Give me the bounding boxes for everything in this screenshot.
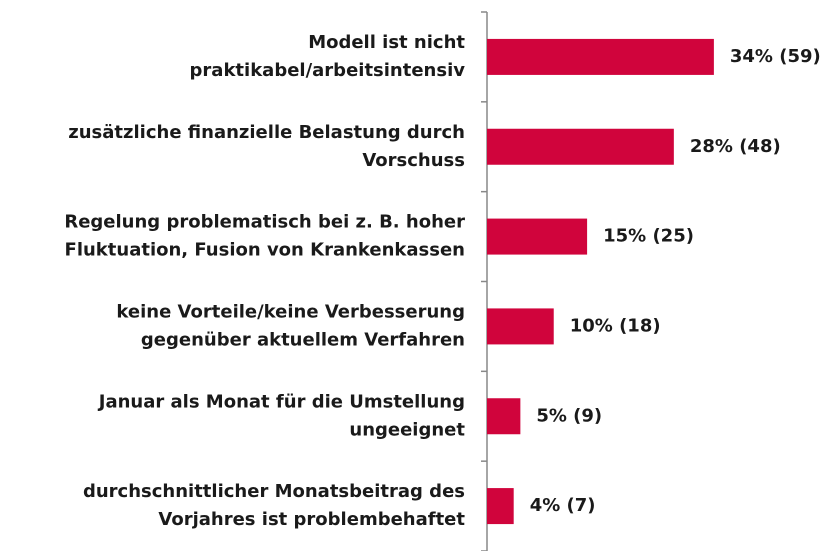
category-label-line: ungeeignet [349,419,465,440]
category-label-line: durchschnittlicher Monatsbeitrag des [83,481,465,502]
bar [487,398,521,435]
category-label: zusätzliche finanzielle Belastung durch V… [68,122,465,171]
value-label: 34% (59) [730,46,821,67]
category-label-line: keine Vorteile/keine Verbesserung [116,301,465,322]
category-label-line: Fluktuation, Fusion von Krankenkassen [65,240,465,261]
value-label: 4% (7) [530,495,596,516]
category-label: Januar als Monat für die Umstellung ungee… [97,391,466,440]
bar [487,128,674,165]
value-label: 28% (48) [690,136,781,157]
category-label-line: Modell ist nicht [308,32,465,53]
category-label-line: Januar als Monat für die Umstellung [97,391,465,412]
category-label-line: Vorschuss [362,150,465,171]
bar [487,218,588,255]
category-label-line: praktikabel/arbeitsintensiv [190,60,466,81]
category-label: durchschnittlicher Monatsbeitrag des Vorj… [83,481,465,530]
value-label: 5% (9) [536,405,602,426]
category-label: Regelung problematisch bei z. B. hoher Fl… [64,212,465,261]
category-label-line: Vorjahres ist problembehaftet [158,509,465,530]
value-label: 10% (18) [570,315,661,336]
category-label: Modell ist nicht praktikabel/arbeitsinten… [190,32,466,81]
bar [487,38,714,75]
value-label: 15% (25) [603,226,694,247]
bar [487,488,514,525]
category-label-line: zusätzliche finanzielle Belastung durch [68,122,465,143]
category-label-line: Regelung problematisch bei z. B. hoher [64,212,465,233]
category-label-line: gegenüber aktuellem Verfahren [141,329,465,350]
category-label: keine Vorteile/keine Verbesserung gegenüb… [116,301,465,350]
bar [487,308,554,345]
